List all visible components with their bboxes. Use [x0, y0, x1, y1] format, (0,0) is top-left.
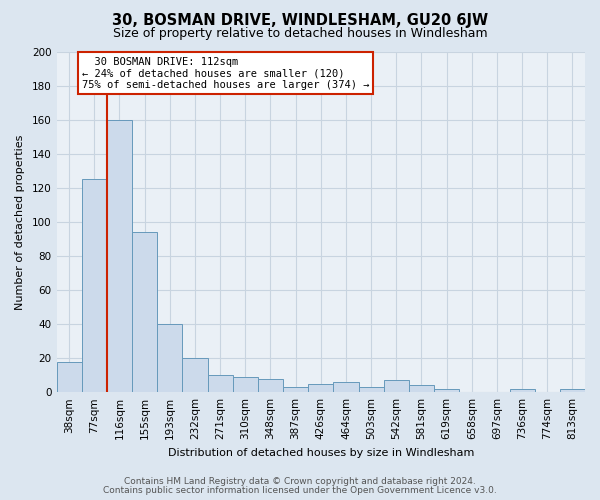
Bar	[409, 386, 434, 392]
Text: Contains public sector information licensed under the Open Government Licence v3: Contains public sector information licen…	[103, 486, 497, 495]
Bar	[359, 387, 383, 392]
Bar	[182, 358, 208, 392]
Text: Contains HM Land Registry data © Crown copyright and database right 2024.: Contains HM Land Registry data © Crown c…	[124, 477, 476, 486]
Bar	[308, 384, 334, 392]
Text: 30, BOSMAN DRIVE, WINDLESHAM, GU20 6JW: 30, BOSMAN DRIVE, WINDLESHAM, GU20 6JW	[112, 12, 488, 28]
Bar	[132, 232, 157, 392]
Bar	[560, 389, 585, 392]
X-axis label: Distribution of detached houses by size in Windlesham: Distribution of detached houses by size …	[167, 448, 474, 458]
Bar	[283, 387, 308, 392]
Bar	[383, 380, 409, 392]
Bar	[509, 389, 535, 392]
Bar	[107, 120, 132, 392]
Text: Size of property relative to detached houses in Windlesham: Size of property relative to detached ho…	[113, 28, 487, 40]
Bar	[258, 378, 283, 392]
Bar	[208, 375, 233, 392]
Bar	[334, 382, 359, 392]
Bar	[233, 377, 258, 392]
Text: 30 BOSMAN DRIVE: 112sqm
← 24% of detached houses are smaller (120)
75% of semi-d: 30 BOSMAN DRIVE: 112sqm ← 24% of detache…	[82, 56, 369, 90]
Bar	[56, 362, 82, 392]
Bar	[434, 389, 459, 392]
Bar	[157, 324, 182, 392]
Bar	[82, 180, 107, 392]
Y-axis label: Number of detached properties: Number of detached properties	[15, 134, 25, 310]
